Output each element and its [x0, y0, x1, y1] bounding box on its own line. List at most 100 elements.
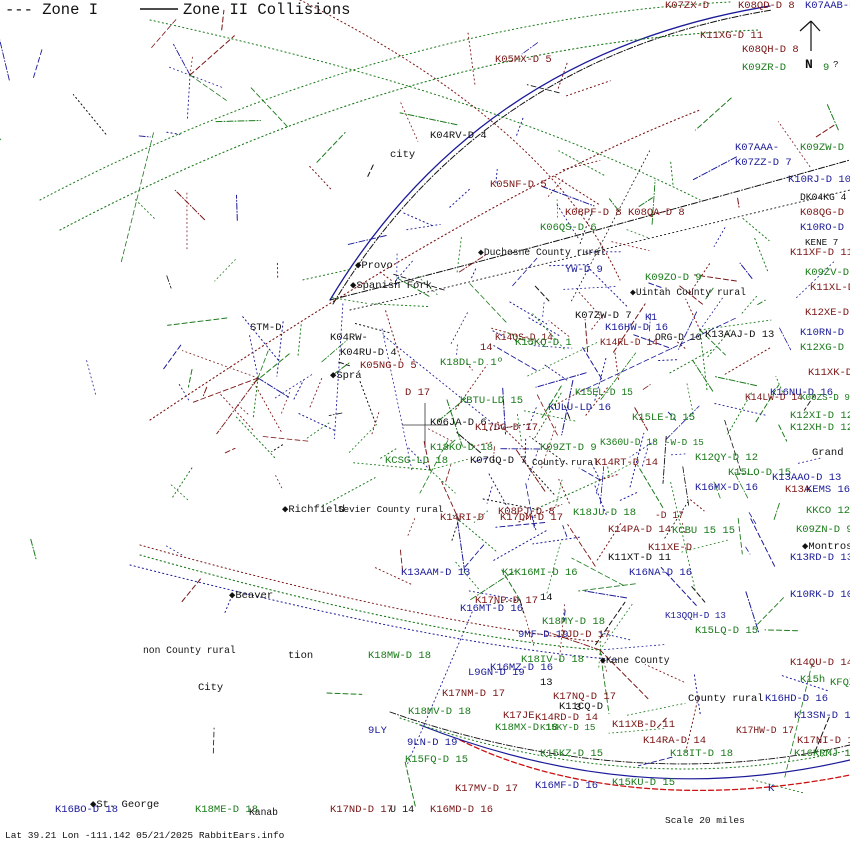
- svg-text:◆Sprá: ◆Sprá: [330, 370, 362, 382]
- svg-text:◆Kane County: ◆Kane County: [600, 655, 670, 666]
- svg-text:◆Provo: ◆Provo: [355, 260, 393, 272]
- svg-text:K15KU-D 15: K15KU-D 15: [612, 777, 675, 789]
- svg-text:K11XL-D 11: K11XL-D 11: [810, 282, 850, 294]
- svg-text:K17MV-D 17: K17MV-D 17: [455, 783, 518, 795]
- svg-text:D 17: D 17: [405, 387, 430, 399]
- svg-text:K15FQ-D 15: K15FQ-D 15: [405, 754, 468, 766]
- svg-text:K12XE-D 12: K12XE-D 12: [805, 307, 850, 319]
- svg-text:K08PF-D 8: K08PF-D 8: [565, 207, 622, 219]
- svg-text:K09ZW-D 9: K09ZW-D 9: [800, 142, 850, 154]
- svg-text:◆St. George: ◆St. George: [90, 799, 159, 811]
- svg-text:County rural: County rural: [532, 457, 599, 468]
- svg-text:K16NA-D 16: K16NA-D 16: [629, 567, 692, 579]
- svg-text:◆Duchesne County rural: ◆Duchesne County rural: [478, 247, 606, 258]
- svg-text:K360U-D 18: K360U-D 18: [600, 437, 658, 448]
- svg-text:K18DL-D 1º: K18DL-D 1º: [440, 357, 503, 369]
- svg-text:non County rural: non County rural: [143, 645, 236, 656]
- svg-text:K08PJ-D 8: K08PJ-D 8: [498, 506, 555, 518]
- svg-text:K05MX-D 5: K05MX-D 5: [495, 54, 552, 66]
- svg-text:K12XG-D 12: K12XG-D 12: [800, 342, 850, 354]
- svg-text:County rural: County rural: [688, 693, 764, 705]
- svg-text:STM-D: STM-D: [250, 322, 282, 334]
- svg-text:K18JU-D 18: K18JU-D 18: [573, 507, 636, 519]
- svg-text:K14RI-D: K14RI-D: [440, 512, 484, 524]
- svg-text:K: K: [768, 783, 775, 795]
- svg-text:K09ZR-D: K09ZR-D: [742, 62, 786, 74]
- svg-text:K18MW-D 18: K18MW-D 18: [368, 650, 431, 662]
- svg-text:Lat 39.21 Lon -111.142 05/21/2: Lat 39.21 Lon -111.142 05/21/2025 Rabbit…: [5, 830, 285, 841]
- svg-text:K09ZT-D 9: K09ZT-D 9: [540, 442, 597, 454]
- svg-text:K18MV-D 18: K18MV-D 18: [408, 706, 471, 718]
- svg-text:K14LW-D 14: K14LW-D 14: [745, 392, 803, 403]
- svg-text:9: 9: [823, 62, 829, 74]
- svg-text:K10RJ-D 10: K10RJ-D 10: [788, 174, 850, 186]
- svg-text:K17NM-D 17: K17NM-D 17: [442, 688, 505, 700]
- svg-text:Kanab: Kanab: [249, 807, 278, 818]
- svg-text:YW-D 9: YW-D 9: [565, 264, 603, 276]
- svg-text:KULU-LD 16: KULU-LD 16: [548, 402, 611, 414]
- svg-text:K10RN-D 10: K10RN-D 10: [800, 327, 850, 339]
- svg-text:tion: tion: [288, 650, 313, 662]
- svg-text:K16MD-D 16: K16MD-D 16: [430, 804, 493, 816]
- svg-text:K14RL-D 14: K14RL-D 14: [600, 337, 658, 348]
- svg-text:KCSG-LD 18: KCSG-LD 18: [385, 455, 448, 467]
- svg-text:◆Spanish Fork: ◆Spanish Fork: [350, 280, 432, 292]
- svg-text:◆Beaver: ◆Beaver: [229, 590, 273, 602]
- svg-text:K13SN-D 13: K13SN-D 13: [794, 710, 850, 722]
- svg-text:K07AAB-D 7: K07AAB-D 7: [805, 0, 850, 12]
- svg-text:KEMS 16: KEMS 16: [806, 484, 850, 496]
- svg-text:K15KY-D 15: K15KY-D 15: [540, 722, 595, 733]
- svg-text:--- Zone I: --- Zone I: [5, 1, 98, 19]
- svg-text:U 14: U 14: [390, 805, 414, 816]
- svg-text:K04RV-D 4: K04RV-D 4: [430, 130, 487, 142]
- svg-text:Sevier County rural: Sevier County rural: [338, 504, 444, 515]
- svg-text:K15h: K15h: [800, 674, 825, 686]
- svg-text:K10RO-D 10: K10RO-D 10: [800, 222, 850, 234]
- svg-text:K12QY-D 12: K12QY-D 12: [695, 452, 758, 464]
- svg-text:K15LE-D 15: K15LE-D 15: [632, 412, 695, 424]
- svg-text:K18IT-D 18: K18IT-D 18: [670, 748, 733, 760]
- svg-text:K11XK-D 11: K11XK-D 11: [808, 367, 850, 379]
- svg-text:◆Richfield: ◆Richfield: [282, 504, 345, 516]
- svg-text:Grand Junction: Grand Junction: [812, 447, 850, 459]
- svg-text:14: 14: [480, 342, 493, 354]
- svg-text:9LY: 9LY: [368, 725, 388, 737]
- svg-text:K06QS-D 6: K06QS-D 6: [540, 222, 597, 234]
- svg-text:K17ND-D 17: K17ND-D 17: [330, 804, 393, 816]
- svg-text:K17DG-D 17: K17DG-D 17: [475, 422, 538, 434]
- svg-text:K14RA-D 14: K14RA-D 14: [643, 735, 706, 747]
- svg-text:K09ZV-D 9: K09ZV-D 9: [805, 267, 850, 279]
- svg-text:K09ZS-D 9: K09ZS-D 9: [800, 392, 850, 403]
- svg-text:K15KQ-D 1: K15KQ-D 1: [515, 337, 572, 349]
- svg-text:K13RD-D 13: K13RD-D 13: [790, 552, 850, 564]
- svg-text:K11XB-D 11: K11XB-D 11: [612, 719, 675, 731]
- svg-text:K08QH-D 8: K08QH-D 8: [742, 44, 799, 56]
- svg-text:K13AAM-D 13: K13AAM-D 13: [401, 567, 470, 579]
- svg-text:Zone II Collisions: Zone II Collisions: [183, 1, 350, 19]
- svg-text:K07ZX-D: K07ZX-D: [665, 0, 709, 12]
- svg-text:K15EL-D 15: K15EL-D 15: [575, 387, 633, 398]
- svg-text:K18MY-D 18: K18MY-D 18: [542, 616, 605, 628]
- svg-text:-D 17: -D 17: [655, 510, 684, 521]
- svg-text:K14PA-D 14: K14PA-D 14: [608, 524, 671, 536]
- svg-text:K18KO-D 18: K18KO-D 18: [430, 442, 493, 454]
- svg-text:K16HD-D 16: K16HD-D 16: [765, 693, 828, 705]
- svg-text:K13AAO-D 13: K13AAO-D 13: [772, 472, 841, 484]
- svg-text:K09ZN-D 9: K09ZN-D 9: [796, 524, 850, 536]
- svg-text:◆Uintah County rural: ◆Uintah County rural: [630, 287, 746, 298]
- svg-text:KCBU 15 15: KCBU 15 15: [672, 525, 735, 537]
- svg-text:K08QD-D 8: K08QD-D 8: [738, 0, 795, 12]
- svg-text:K15KZ-D 15: K15KZ-D 15: [540, 748, 603, 760]
- svg-text:K04RW-: K04RW-: [330, 332, 368, 344]
- svg-text:City: City: [198, 682, 223, 694]
- svg-text:K07AAA-: K07AAA-: [735, 142, 779, 154]
- svg-text:K16KRMJ 18: K16KRMJ 18: [794, 748, 850, 760]
- svg-text:K1K16MI-D 16: K1K16MI-D 16: [502, 567, 578, 579]
- svg-text:13: 13: [540, 677, 553, 689]
- svg-text:KBTU-LD 15: KBTU-LD 15: [460, 395, 523, 407]
- svg-text:K17JE: K17JE: [503, 710, 535, 722]
- svg-text:ORG-D 10: ORG-D 10: [655, 332, 702, 343]
- svg-text:K13QQH-D 13: K13QQH-D 13: [665, 610, 726, 621]
- svg-text:-W-D 15: -W-D 15: [665, 437, 704, 448]
- svg-text:K11XE-D: K11XE-D: [648, 542, 692, 554]
